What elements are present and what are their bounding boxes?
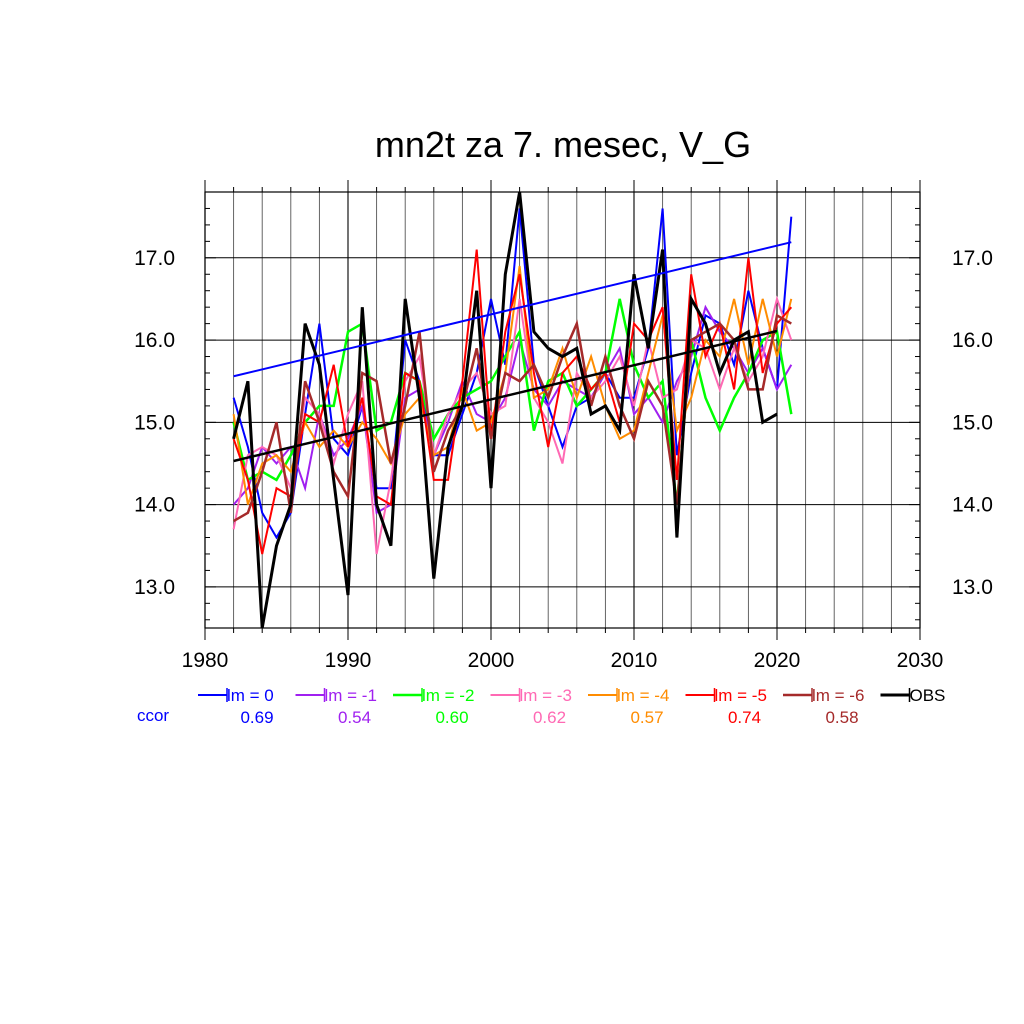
legend-label: lm = -2 [422,686,474,705]
chart-title: mn2t za 7. mesec, V_G [375,124,751,165]
ccor-value: 0.58 [825,708,858,727]
ccor-value: 0.60 [435,708,468,727]
y-tick-label-right: 15.0 [952,411,993,434]
legend-label: lm = -4 [617,686,669,705]
y-tick-label-left: 16.0 [134,329,175,352]
y-tick-label-left: 17.0 [134,247,175,270]
trend-line [233,241,792,378]
legend-label: lm = 0 [227,686,274,705]
legend-label: lm = -6 [812,686,864,705]
legend-label: lm = -5 [715,686,767,705]
plot-frame [204,191,921,629]
y-tick-label-right: 17.0 [952,247,993,270]
series-line-lm-6 [232,313,792,523]
tick-labels: 1980 1990 2000 2010 2020 2030 13.0 13.0 14.0 14.0… [134,247,993,672]
ccor-value: 0.62 [533,708,566,727]
legend: lm = 0 0.69 lm = -1 0.54 lm = -2 0.60 lm = -3 0… [198,686,945,727]
legend-label: lm = -3 [520,686,572,705]
ccor-value: 0.74 [728,708,761,727]
x-tick-label: 2020 [754,649,801,672]
y-tick-label-right: 13.0 [952,576,993,599]
y-tick-label-left: 15.0 [134,411,175,434]
legend-label: OBS [910,686,946,705]
x-tick-label: 1990 [325,649,372,672]
tick-marks [204,180,921,640]
x-tick-label: 2030 [897,649,944,672]
series-line-lm-5 [232,249,793,555]
y-tick-label-left: 13.0 [134,576,175,599]
trend-line [233,329,778,463]
x-tick-label: 1980 [182,649,229,672]
legend-label: lm = -1 [325,686,377,705]
ccor-value: 0.57 [630,708,663,727]
series-line-lm-1 [232,304,793,515]
ccor-value: 0.54 [338,708,371,727]
y-tick-label-right: 16.0 [952,329,993,352]
y-tick-label-right: 14.0 [952,494,993,517]
x-tick-label: 2010 [611,649,658,672]
x-tick-label: 2000 [468,649,515,672]
trend-lines [233,241,792,463]
ccor-label: ccor [137,706,169,725]
ccor-value: 0.69 [240,708,273,727]
series-line-obs [232,192,778,628]
y-tick-label-left: 14.0 [134,494,175,517]
